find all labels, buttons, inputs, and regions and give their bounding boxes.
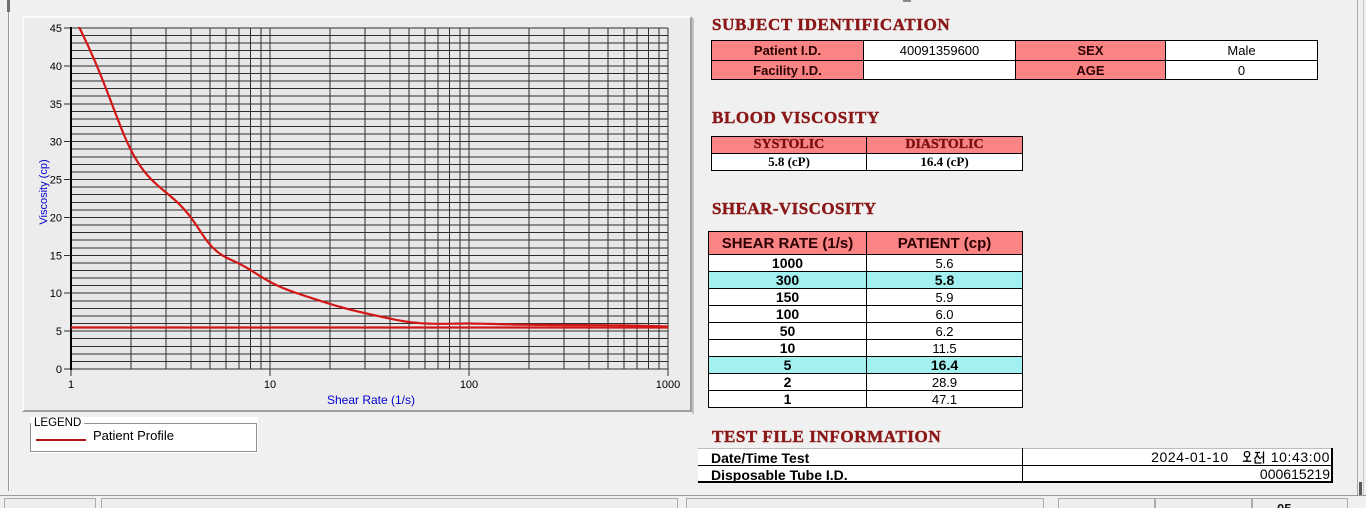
svg-text:35: 35 bbox=[50, 99, 62, 111]
svg-text:1000: 1000 bbox=[656, 379, 680, 391]
svg-text:0: 0 bbox=[56, 364, 62, 376]
svg-text:Shear Rate (1/s): Shear Rate (1/s) bbox=[327, 393, 415, 407]
svg-text:10: 10 bbox=[50, 288, 62, 300]
svg-text:45: 45 bbox=[50, 23, 62, 35]
svg-text:1: 1 bbox=[68, 379, 74, 391]
svg-text:20: 20 bbox=[50, 212, 62, 224]
svg-text:5: 5 bbox=[56, 326, 62, 338]
svg-text:Viscosity (cp): Viscosity (cp) bbox=[38, 159, 50, 224]
svg-text:25: 25 bbox=[50, 175, 62, 187]
svg-text:100: 100 bbox=[460, 379, 478, 391]
svg-text:30: 30 bbox=[50, 137, 62, 149]
svg-text:15: 15 bbox=[50, 250, 62, 262]
svg-text:10: 10 bbox=[264, 379, 276, 391]
svg-text:40: 40 bbox=[50, 61, 62, 73]
